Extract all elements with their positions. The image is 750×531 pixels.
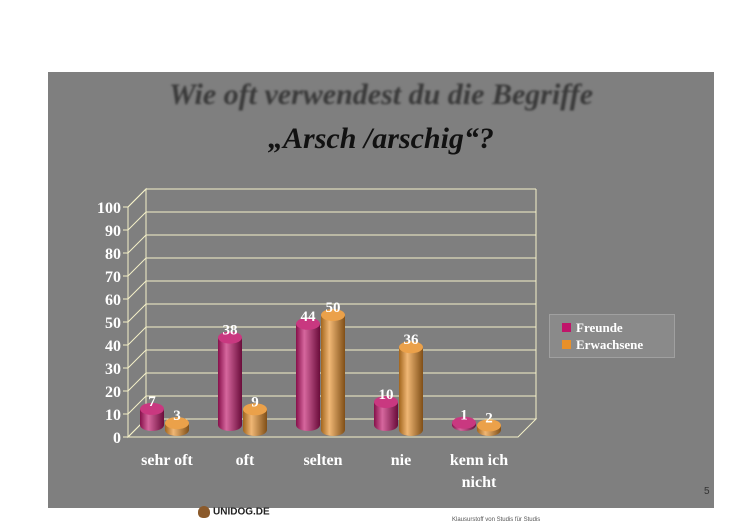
bar-freunde-3	[374, 402, 398, 431]
y-tick-label-0: 0	[113, 430, 121, 447]
y-tick-label-20: 20	[105, 384, 121, 401]
bar-freunde-1	[218, 337, 242, 431]
y-tick-label-80: 80	[105, 246, 121, 263]
x-tick-label-0: sehr oft	[141, 452, 193, 469]
bar-erwachsene-1	[243, 409, 267, 436]
chart-title-line-1: Wie oft verwendest du die Begriffe	[168, 78, 594, 111]
logo: UNIDOG.DE	[198, 506, 270, 518]
x-tick-label-4-line-0: kenn ich	[450, 452, 508, 469]
data-label-freunde-3: 10	[379, 387, 394, 403]
bar-erwachsene-0-top	[165, 417, 189, 430]
bar-erwachsene-3	[399, 347, 423, 436]
slide-background	[48, 72, 714, 508]
logo-text: UNIDOG.DE	[213, 506, 270, 518]
gridline-80	[127, 234, 536, 254]
x-tick-label-4-line-1: nicht	[462, 474, 497, 491]
bar-freunde-0	[140, 408, 164, 431]
y-tick-label-30: 30	[105, 361, 121, 378]
data-label-erwachsene-0: 3	[173, 408, 181, 424]
legend-label-erwachsene: Erwachsene	[576, 337, 644, 352]
page-number: 5	[704, 486, 710, 497]
data-label-freunde-1: 38	[223, 323, 238, 339]
bar-erwachsene-3-top	[399, 341, 423, 354]
bar-erwachsene-2	[321, 315, 345, 436]
data-label-freunde-4: 1	[460, 408, 468, 424]
bar-freunde-2	[296, 323, 320, 431]
chart-legend: Freunde Erwachsene	[549, 314, 675, 358]
gridline-100	[127, 188, 536, 208]
y-tick-label-70: 70	[105, 269, 121, 286]
gridline-60	[127, 280, 536, 300]
data-label-erwachsene-3: 36	[404, 332, 420, 348]
bar-erwachsene-2-top	[321, 309, 345, 321]
y-tick-label-90: 90	[105, 223, 121, 240]
bar-freunde-0-top	[140, 402, 164, 415]
y-tick-label-100: 100	[97, 200, 121, 217]
legend-swatch-freunde	[562, 323, 571, 332]
bar-erwachsene-4-top	[477, 419, 501, 432]
gridline-50	[127, 303, 536, 323]
y-tick-label-60: 60	[105, 292, 121, 309]
x-tick-label-3: nie	[391, 452, 411, 469]
data-label-erwachsene-4: 2	[485, 410, 493, 426]
bar-freunde-2-top	[296, 317, 320, 330]
data-label-erwachsene-1: 9	[251, 394, 259, 410]
y-tick-label-40: 40	[105, 338, 121, 355]
bar-erwachsene-1-top	[243, 403, 267, 416]
bar-freunde-4-top	[452, 416, 476, 429]
data-label-freunde-2: 44	[301, 309, 317, 325]
legend-label-freunde: Freunde	[576, 320, 623, 335]
bar-freunde-1-top	[218, 331, 242, 344]
chart-title-line-2: „Arsch /arschig“?	[268, 122, 494, 155]
gridline-70	[127, 257, 536, 277]
footer-text: Klausurstoff von Studis für Studis	[452, 517, 541, 523]
bar-freunde-3-top	[374, 396, 398, 408]
gridline-90	[127, 211, 536, 231]
data-label-erwachsene-2: 50	[326, 300, 341, 316]
x-tick-label-1: oft	[236, 452, 255, 469]
dog-icon	[198, 506, 210, 518]
x-tick-label-2: selten	[303, 452, 342, 469]
gridline-40	[127, 326, 536, 346]
y-tick-label-50: 50	[105, 315, 121, 332]
legend-swatch-erwachsene	[562, 340, 571, 349]
data-label-freunde-0: 7	[148, 394, 156, 410]
y-tick-label-10: 10	[105, 407, 121, 424]
